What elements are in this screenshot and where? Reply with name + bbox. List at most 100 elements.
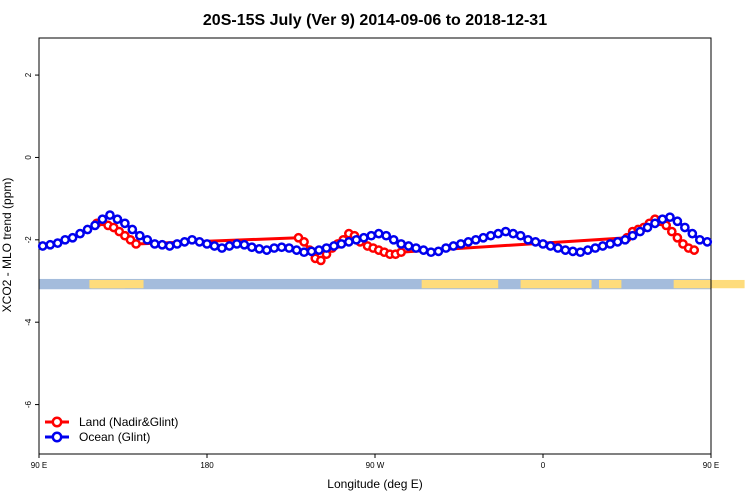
data-point bbox=[358, 232, 369, 243]
data-point bbox=[37, 241, 48, 251]
data-point bbox=[500, 226, 511, 237]
data-point bbox=[470, 234, 481, 245]
data-point bbox=[82, 224, 93, 235]
data-point bbox=[105, 210, 115, 220]
surface-band-land bbox=[91, 279, 144, 289]
surface-band-land bbox=[520, 279, 592, 289]
data-point bbox=[689, 245, 700, 255]
x-tick-label: 180 bbox=[200, 461, 214, 470]
data-point bbox=[67, 232, 78, 243]
data-point bbox=[396, 247, 406, 258]
x-tick-label: 90 E bbox=[31, 461, 47, 470]
data-point bbox=[493, 228, 504, 239]
data-point bbox=[179, 237, 190, 247]
data-point bbox=[261, 245, 272, 255]
legend-marker bbox=[51, 416, 63, 428]
data-point bbox=[620, 234, 630, 245]
y-tick-label: -6 bbox=[24, 400, 33, 408]
data-point bbox=[530, 237, 541, 247]
x-tick-label: 0 bbox=[541, 461, 546, 470]
data-point bbox=[456, 239, 466, 249]
data-point bbox=[299, 237, 309, 247]
data-point bbox=[508, 228, 518, 239]
data-point bbox=[276, 242, 287, 253]
data-point bbox=[680, 222, 690, 233]
data-point bbox=[131, 239, 141, 249]
data-point bbox=[441, 243, 451, 253]
data-point bbox=[666, 226, 677, 237]
data-point bbox=[120, 218, 130, 229]
data-point bbox=[246, 242, 257, 253]
data-point bbox=[582, 245, 593, 255]
data-point bbox=[373, 228, 384, 239]
data-point bbox=[149, 239, 160, 249]
data-point bbox=[515, 230, 526, 241]
data-point bbox=[299, 247, 309, 258]
data-point bbox=[134, 230, 145, 241]
data-point bbox=[694, 234, 705, 245]
y-tick-label: 0 bbox=[24, 155, 33, 160]
data-point bbox=[75, 228, 85, 239]
data-point bbox=[187, 234, 197, 245]
data-point bbox=[418, 245, 429, 255]
data-point bbox=[433, 246, 444, 257]
surface-band-land bbox=[421, 279, 499, 289]
data-point bbox=[665, 212, 675, 223]
data-point bbox=[575, 247, 586, 258]
data-point bbox=[164, 241, 175, 251]
plot-area: 2 0 -2 -4 -6 90 E 180 90 W 0 90 E bbox=[24, 37, 745, 470]
data-point bbox=[45, 239, 56, 250]
data-point bbox=[157, 239, 168, 250]
surface-band-ocean bbox=[39, 278, 711, 290]
data-point bbox=[568, 246, 578, 257]
data-point bbox=[448, 241, 459, 251]
data-point bbox=[284, 243, 294, 253]
data-point bbox=[605, 239, 616, 249]
data-point bbox=[687, 228, 698, 239]
y-tick-label: -2 bbox=[24, 236, 33, 244]
data-point bbox=[657, 214, 668, 225]
data-point bbox=[523, 234, 533, 245]
data-point bbox=[426, 247, 436, 258]
data-point bbox=[239, 239, 250, 250]
data-point bbox=[224, 241, 235, 251]
data-point bbox=[97, 214, 108, 225]
data-point bbox=[254, 244, 265, 254]
surface-band-land bbox=[673, 279, 745, 289]
surface-band-land bbox=[599, 279, 622, 289]
x-axis-label: Longitude (deg E) bbox=[327, 477, 422, 491]
legend: Land (Nadir&Glint)Ocean (Glint) bbox=[45, 415, 178, 444]
chart-title: 20S-15S July (Ver 9) 2014-09-06 to 2018-… bbox=[203, 12, 547, 29]
data-point bbox=[127, 224, 138, 235]
data-point bbox=[336, 239, 347, 249]
data-point bbox=[672, 232, 683, 243]
legend-label: Land (Nadir&Glint) bbox=[79, 415, 178, 429]
data-point bbox=[642, 222, 653, 233]
legend-marker bbox=[51, 431, 63, 443]
data-point bbox=[478, 232, 489, 243]
data-point bbox=[702, 237, 713, 247]
data-point bbox=[202, 239, 212, 249]
x-tick-label: 90 E bbox=[703, 461, 719, 470]
data-point bbox=[411, 243, 421, 253]
data-point bbox=[553, 243, 563, 253]
data-point bbox=[538, 239, 548, 249]
series-ocean bbox=[37, 210, 713, 258]
data-point bbox=[217, 243, 227, 253]
data-point bbox=[560, 245, 571, 255]
data-point bbox=[269, 243, 280, 253]
data-point bbox=[672, 216, 683, 227]
data-point bbox=[291, 245, 302, 255]
x-tick-label: 90 W bbox=[366, 461, 385, 470]
data-point bbox=[52, 238, 63, 248]
y-tick-label: -4 bbox=[24, 318, 33, 326]
data-point bbox=[388, 234, 399, 245]
data-point bbox=[590, 243, 601, 253]
data-point bbox=[172, 239, 182, 249]
data-point bbox=[209, 241, 220, 251]
data-point bbox=[545, 241, 556, 251]
data-point bbox=[612, 237, 623, 247]
y-tick-label: 2 bbox=[24, 72, 33, 77]
